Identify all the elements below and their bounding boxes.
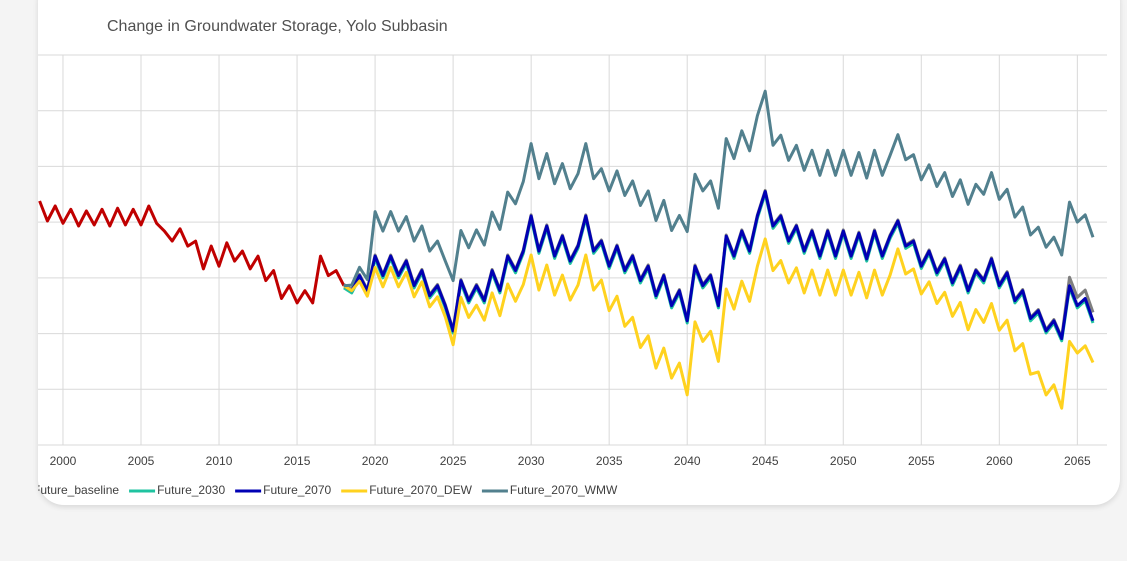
- x-tick-label: 2015: [284, 454, 311, 468]
- x-tick-label: 2050: [830, 454, 857, 468]
- plot-lines: [38, 89, 1095, 410]
- legend-label: Future_2070_DEW: [369, 483, 472, 497]
- series-line: [343, 190, 1095, 341]
- legend-label: Future_2070: [263, 483, 331, 497]
- x-tick-label: 2035: [596, 454, 623, 468]
- legend-label: Future_2030: [157, 483, 225, 497]
- x-tick-label: 2020: [362, 454, 389, 468]
- chart-title: Change in Groundwater Storage, Yolo Subb…: [107, 18, 448, 35]
- x-tick-label: 2025: [440, 454, 467, 468]
- x-tick-label: 2010: [206, 454, 233, 468]
- x-axis: 2000 2005 2010 2015 2020 2025 2030 2035 2040 2045…: [50, 454, 1091, 468]
- legend-label: Future_2070_WMW: [510, 483, 618, 497]
- x-tick-label: 2040: [674, 454, 701, 468]
- series-line: [343, 89, 1095, 288]
- legend: Future_baseline Future_2030 Future_2070 Fut…: [33, 483, 618, 497]
- x-tick-label: 2030: [518, 454, 545, 468]
- grid: [38, 54, 1107, 446]
- chart-card: [38, 0, 1120, 505]
- series-line: [343, 237, 1095, 410]
- series-line: [38, 200, 346, 305]
- x-tick-label: 2065: [1064, 454, 1091, 468]
- x-tick-label: 2000: [50, 454, 77, 468]
- x-tick-label: 2045: [752, 454, 779, 468]
- x-tick-label: 2055: [908, 454, 935, 468]
- x-tick-label: 2005: [128, 454, 155, 468]
- series-line: [343, 192, 1095, 343]
- legend-label: Future_baseline: [33, 483, 119, 497]
- x-tick-label: 2060: [986, 454, 1013, 468]
